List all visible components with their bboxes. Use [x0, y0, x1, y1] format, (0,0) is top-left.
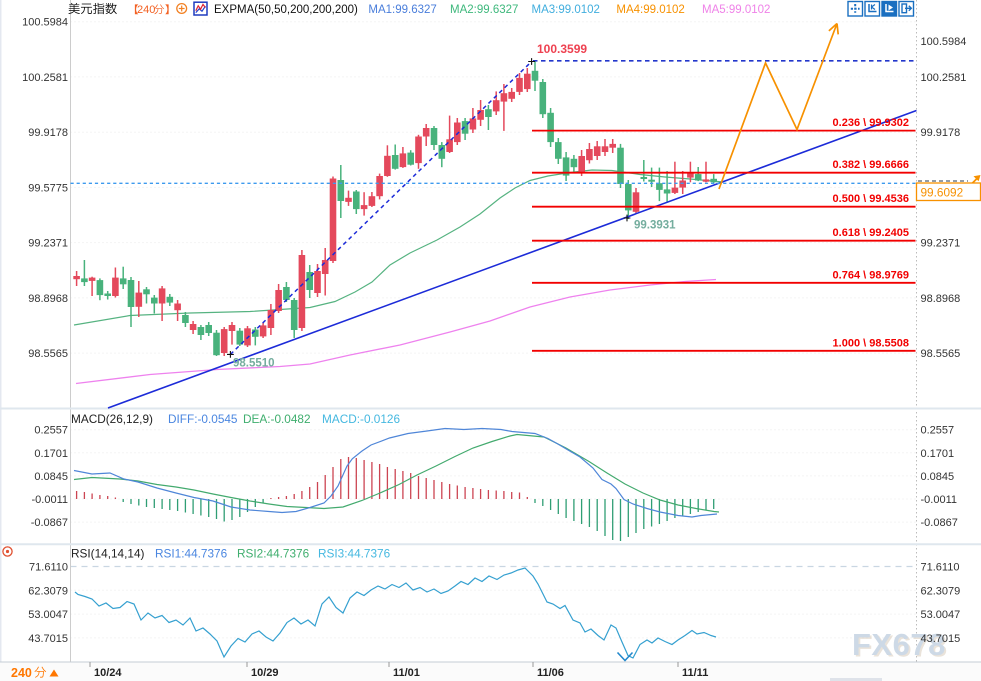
svg-text:99.5775: 99.5775 [28, 182, 68, 194]
svg-text:-0.0867: -0.0867 [921, 517, 958, 529]
svg-text:100.2581: 100.2581 [921, 72, 967, 84]
svg-text:RSI(14,14,14): RSI(14,14,14) [71, 547, 145, 561]
svg-text:98.5565: 98.5565 [28, 348, 68, 360]
svg-text:0.618 \ 99.2405: 0.618 \ 99.2405 [833, 227, 909, 239]
svg-text:0.0845: 0.0845 [921, 471, 955, 483]
svg-text:MA3:99.0102: MA3:99.0102 [532, 4, 600, 16]
svg-text:RSI3:44.7376: RSI3:44.7376 [318, 547, 391, 561]
svg-text:0.1701: 0.1701 [921, 448, 955, 460]
svg-text:0.382 \ 99.6666: 0.382 \ 99.6666 [833, 159, 909, 171]
svg-text:MACD(26,12,9): MACD(26,12,9) [71, 412, 153, 426]
svg-text:62.3079: 62.3079 [921, 585, 961, 597]
svg-text:98.8968: 98.8968 [28, 293, 68, 305]
svg-text:10/24: 10/24 [94, 667, 122, 679]
svg-text:11/01: 11/01 [393, 667, 420, 679]
svg-text:100.2581: 100.2581 [22, 72, 68, 84]
svg-text:100.5984: 100.5984 [22, 17, 68, 29]
svg-text:MA1:99.6327: MA1:99.6327 [368, 4, 436, 16]
svg-text:99.9178: 99.9178 [28, 127, 68, 139]
svg-text:98.5565: 98.5565 [921, 348, 961, 360]
svg-text:-0.0011: -0.0011 [32, 494, 69, 506]
svg-text:98.5510: 98.5510 [233, 358, 275, 370]
svg-text:98.8968: 98.8968 [921, 293, 961, 305]
svg-text:MA2:99.6327: MA2:99.6327 [450, 4, 518, 16]
svg-text:FX678: FX678 [854, 629, 948, 664]
svg-text:71.6110: 71.6110 [29, 562, 68, 574]
svg-text:0.764 \ 98.9769: 0.764 \ 98.9769 [833, 269, 909, 281]
svg-text:99.6092: 99.6092 [921, 186, 964, 200]
svg-text:1.000 \ 98.5508: 1.000 \ 98.5508 [833, 337, 909, 349]
svg-text:240: 240 [137, 4, 155, 16]
svg-text:99.9178: 99.9178 [921, 127, 961, 139]
svg-text:DEA:-0.0482: DEA:-0.0482 [243, 412, 311, 426]
svg-text:FX678: FX678 [852, 627, 946, 662]
svg-text:71.6110: 71.6110 [921, 562, 960, 574]
svg-text:53.0047: 53.0047 [28, 609, 68, 621]
svg-text:43.7015: 43.7015 [921, 633, 961, 645]
svg-text:0.500 \ 99.4536: 0.500 \ 99.4536 [833, 193, 909, 205]
svg-text:MA4:99.0102: MA4:99.0102 [616, 4, 684, 16]
svg-text:0.1701: 0.1701 [34, 448, 68, 460]
svg-text:99.3931: 99.3931 [634, 220, 676, 232]
svg-text:53.0047: 53.0047 [921, 609, 961, 621]
svg-text:100.3599: 100.3599 [537, 42, 587, 56]
svg-text:10/29: 10/29 [251, 667, 279, 679]
svg-text:-0.0867: -0.0867 [31, 517, 68, 529]
svg-text:11/11: 11/11 [682, 667, 708, 679]
svg-text:MACD:-0.0126: MACD:-0.0126 [322, 412, 400, 426]
svg-text:11/06: 11/06 [537, 667, 564, 679]
svg-text:0.2557: 0.2557 [921, 425, 955, 437]
svg-text:0.0845: 0.0845 [34, 471, 68, 483]
svg-text:DIFF:-0.0545: DIFF:-0.0545 [168, 412, 238, 426]
svg-text:240: 240 [11, 666, 32, 680]
svg-text:MA5:99.0102: MA5:99.0102 [702, 4, 770, 16]
svg-text:RSI1:44.7376: RSI1:44.7376 [155, 547, 228, 561]
svg-text:EXPMA(50,50,200,200,200): EXPMA(50,50,200,200,200) [214, 4, 358, 16]
svg-text:62.3079: 62.3079 [28, 585, 68, 597]
svg-text:RSI2:44.7376: RSI2:44.7376 [237, 547, 310, 561]
svg-text:0.236 \ 99.9302: 0.236 \ 99.9302 [833, 117, 909, 129]
svg-text:0.2557: 0.2557 [34, 425, 68, 437]
svg-text:99.2371: 99.2371 [921, 238, 961, 250]
svg-text:100.5984: 100.5984 [921, 36, 967, 48]
svg-text:43.7015: 43.7015 [28, 633, 68, 645]
svg-text:-0.0011: -0.0011 [921, 494, 958, 506]
svg-text:99.2371: 99.2371 [28, 238, 68, 250]
